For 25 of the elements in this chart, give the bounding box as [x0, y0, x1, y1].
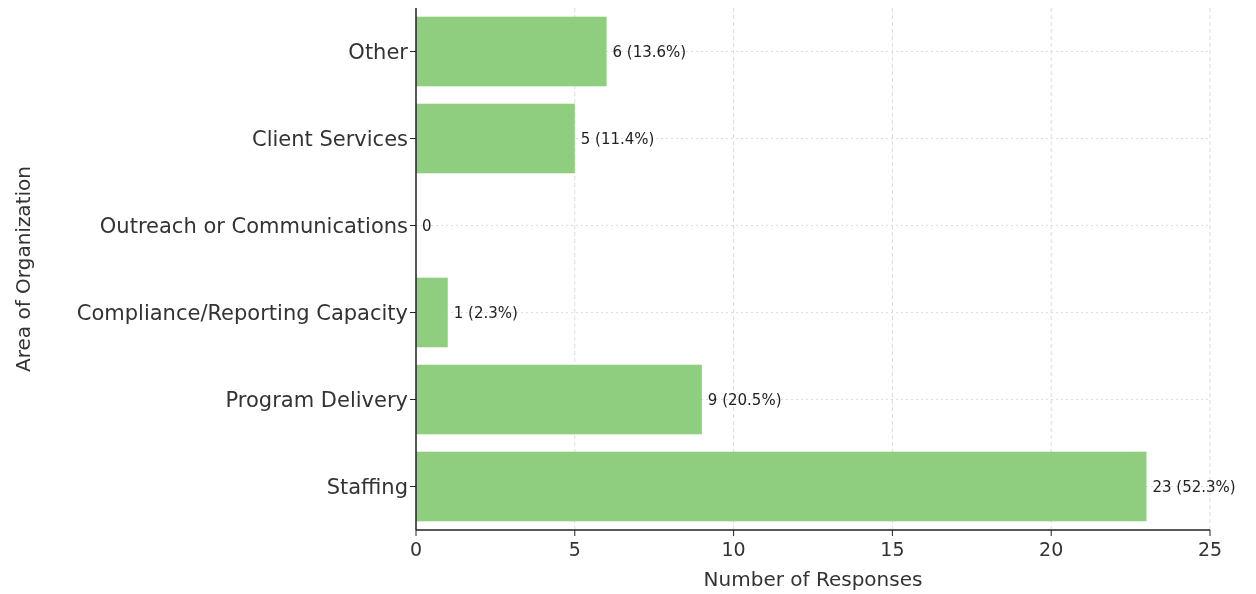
x-tick-label: 10	[721, 538, 746, 560]
x-axis-title: Number of Responses	[703, 567, 923, 591]
x-tick-label: 0	[409, 538, 423, 560]
x-tick-label: 5	[568, 538, 581, 560]
x-tick-label: 15	[880, 538, 905, 560]
bar	[416, 277, 448, 348]
x-tick-label: 20	[1039, 538, 1064, 560]
data-label: 0	[422, 216, 432, 235]
bar	[416, 103, 575, 174]
x-tick-label: 25	[1197, 538, 1223, 560]
y-tick-label: Other	[348, 39, 409, 64]
data-label: 5 (11.4%)	[580, 129, 655, 148]
y-tick-label: Client Services	[251, 126, 408, 151]
data-label: 23 (52.3%)	[1152, 477, 1236, 496]
bar	[416, 364, 702, 435]
data-label: 9 (20.5%)	[707, 390, 782, 409]
data-label: 1 (2.3%)	[453, 303, 518, 322]
y-tick-label: Staffing	[326, 474, 408, 499]
bar	[416, 451, 1147, 522]
y-tick-label: Program Delivery	[225, 387, 408, 412]
y-tick-label: Outreach or Communications	[99, 213, 408, 238]
data-label: 6 (13.6%)	[612, 42, 687, 61]
y-tick-label: Compliance/Reporting Capacity	[76, 300, 408, 325]
y-axis-title: Area of Organization	[11, 166, 35, 372]
bar	[416, 16, 607, 87]
